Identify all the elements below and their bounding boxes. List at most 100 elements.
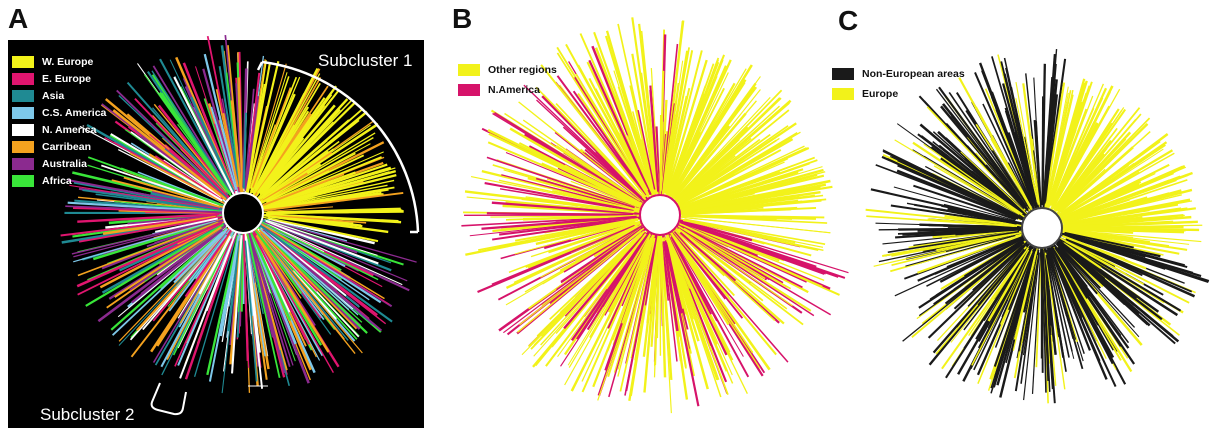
- tree-branch: [1064, 181, 1142, 219]
- tree-branch: [255, 234, 330, 353]
- tree-branch: [488, 132, 639, 206]
- tree-branch: [1012, 247, 1038, 351]
- tree-branch: [259, 220, 379, 281]
- tree-branch: [1056, 113, 1142, 211]
- tree-branch: [508, 222, 639, 273]
- tree-branch: [102, 215, 216, 235]
- tree-branch: [1065, 240, 1108, 265]
- tree-branch: [563, 231, 647, 330]
- tree-branch: [222, 112, 239, 188]
- legend-label: E. Europe: [42, 73, 91, 85]
- tree-branch: [154, 155, 223, 201]
- tree-branch: [1066, 227, 1160, 230]
- tree-branch: [937, 207, 1017, 225]
- tree-branch: [73, 220, 217, 263]
- tree-branch: [896, 169, 1019, 220]
- tree-branch: [575, 73, 652, 200]
- tree-branch: [481, 215, 637, 230]
- tree-branch: [254, 227, 345, 340]
- tree-branch: [254, 67, 319, 190]
- tree-branch: [259, 119, 360, 200]
- tree-branch: [242, 232, 249, 361]
- tree-branch: [649, 242, 658, 303]
- tree-branch: [1059, 131, 1132, 209]
- tree-branch: [893, 186, 1016, 222]
- tree-branch: [159, 58, 232, 191]
- tree-branch: [251, 76, 301, 191]
- tree-branch: [675, 96, 771, 199]
- tree-branch: [251, 87, 292, 188]
- tree-branch: [626, 135, 651, 191]
- tree-branch: [540, 64, 647, 198]
- tree-branch: [123, 176, 225, 209]
- tree-branch: [267, 215, 389, 234]
- tree-branch: [264, 191, 404, 212]
- tree-branch: [536, 234, 641, 337]
- tree-branch: [543, 179, 635, 209]
- legend-swatch: [832, 88, 854, 100]
- legend-label: Non-European areas: [862, 68, 965, 80]
- tree-branch: [911, 240, 1028, 338]
- tree-branch: [176, 231, 227, 288]
- tree-branch: [631, 111, 655, 193]
- tree-branch: [270, 214, 367, 224]
- tree-branch: [264, 219, 378, 256]
- tree-branch: [469, 217, 635, 237]
- tree-branch: [944, 241, 1025, 305]
- tree-branch: [1065, 198, 1130, 222]
- tree-branch: [1035, 247, 1043, 368]
- tree-branch: [101, 164, 220, 206]
- tree-branch: [244, 231, 264, 389]
- tree-branch: [677, 161, 785, 209]
- tree-branch: [134, 97, 231, 200]
- tree-branch: [678, 228, 804, 326]
- tree-branch: [260, 166, 392, 209]
- tree-branch: [210, 106, 237, 191]
- tree-branch: [173, 76, 235, 196]
- tree-branch: [572, 90, 646, 193]
- tree-branch: [73, 219, 218, 258]
- tree-branch: [1058, 243, 1126, 306]
- tree-branch: [267, 223, 403, 286]
- tree-branch: [1049, 108, 1088, 206]
- tree-hub: [1021, 207, 1063, 249]
- tree-branch: [1050, 248, 1083, 319]
- tree-branch: [963, 248, 1027, 331]
- tree-branch: [154, 217, 218, 233]
- tree-branch: [684, 218, 826, 246]
- tree-branch: [1049, 97, 1104, 212]
- tree-branch: [247, 230, 291, 368]
- tree-branch: [1045, 86, 1069, 205]
- tree-branch: [1057, 132, 1169, 217]
- legend-swatch: [832, 68, 854, 80]
- tree-branch: [530, 230, 646, 350]
- tree-branch: [519, 228, 642, 326]
- tree-branch: [152, 65, 231, 193]
- tree-branch: [168, 234, 228, 312]
- tree-branch: [669, 240, 729, 395]
- tree-branch: [942, 153, 1025, 216]
- tree-branch: [249, 231, 296, 362]
- tree-branch: [1055, 134, 1104, 208]
- tree-branch: [677, 97, 782, 199]
- tree-branch: [540, 233, 643, 346]
- tree-branch: [269, 219, 417, 263]
- tree-branch: [902, 227, 1022, 236]
- tree-branch: [606, 237, 652, 352]
- tree-branch: [1064, 182, 1120, 216]
- tree-branch: [670, 236, 712, 315]
- tree-branch: [78, 215, 226, 243]
- tree-branch: [263, 189, 389, 211]
- tree-branch: [1060, 220, 1198, 229]
- tree-branch: [552, 190, 640, 212]
- tree-branch: [570, 220, 636, 241]
- tree-branch: [92, 218, 221, 261]
- tree-branch: [941, 103, 1029, 211]
- tree-branch: [260, 226, 347, 297]
- tree-branch: [670, 68, 747, 197]
- panel-label: C: [838, 5, 858, 36]
- tree-branch: [227, 240, 241, 332]
- tree-branch: [256, 225, 368, 334]
- tree-branch: [1066, 238, 1143, 277]
- tree-branch: [661, 43, 679, 191]
